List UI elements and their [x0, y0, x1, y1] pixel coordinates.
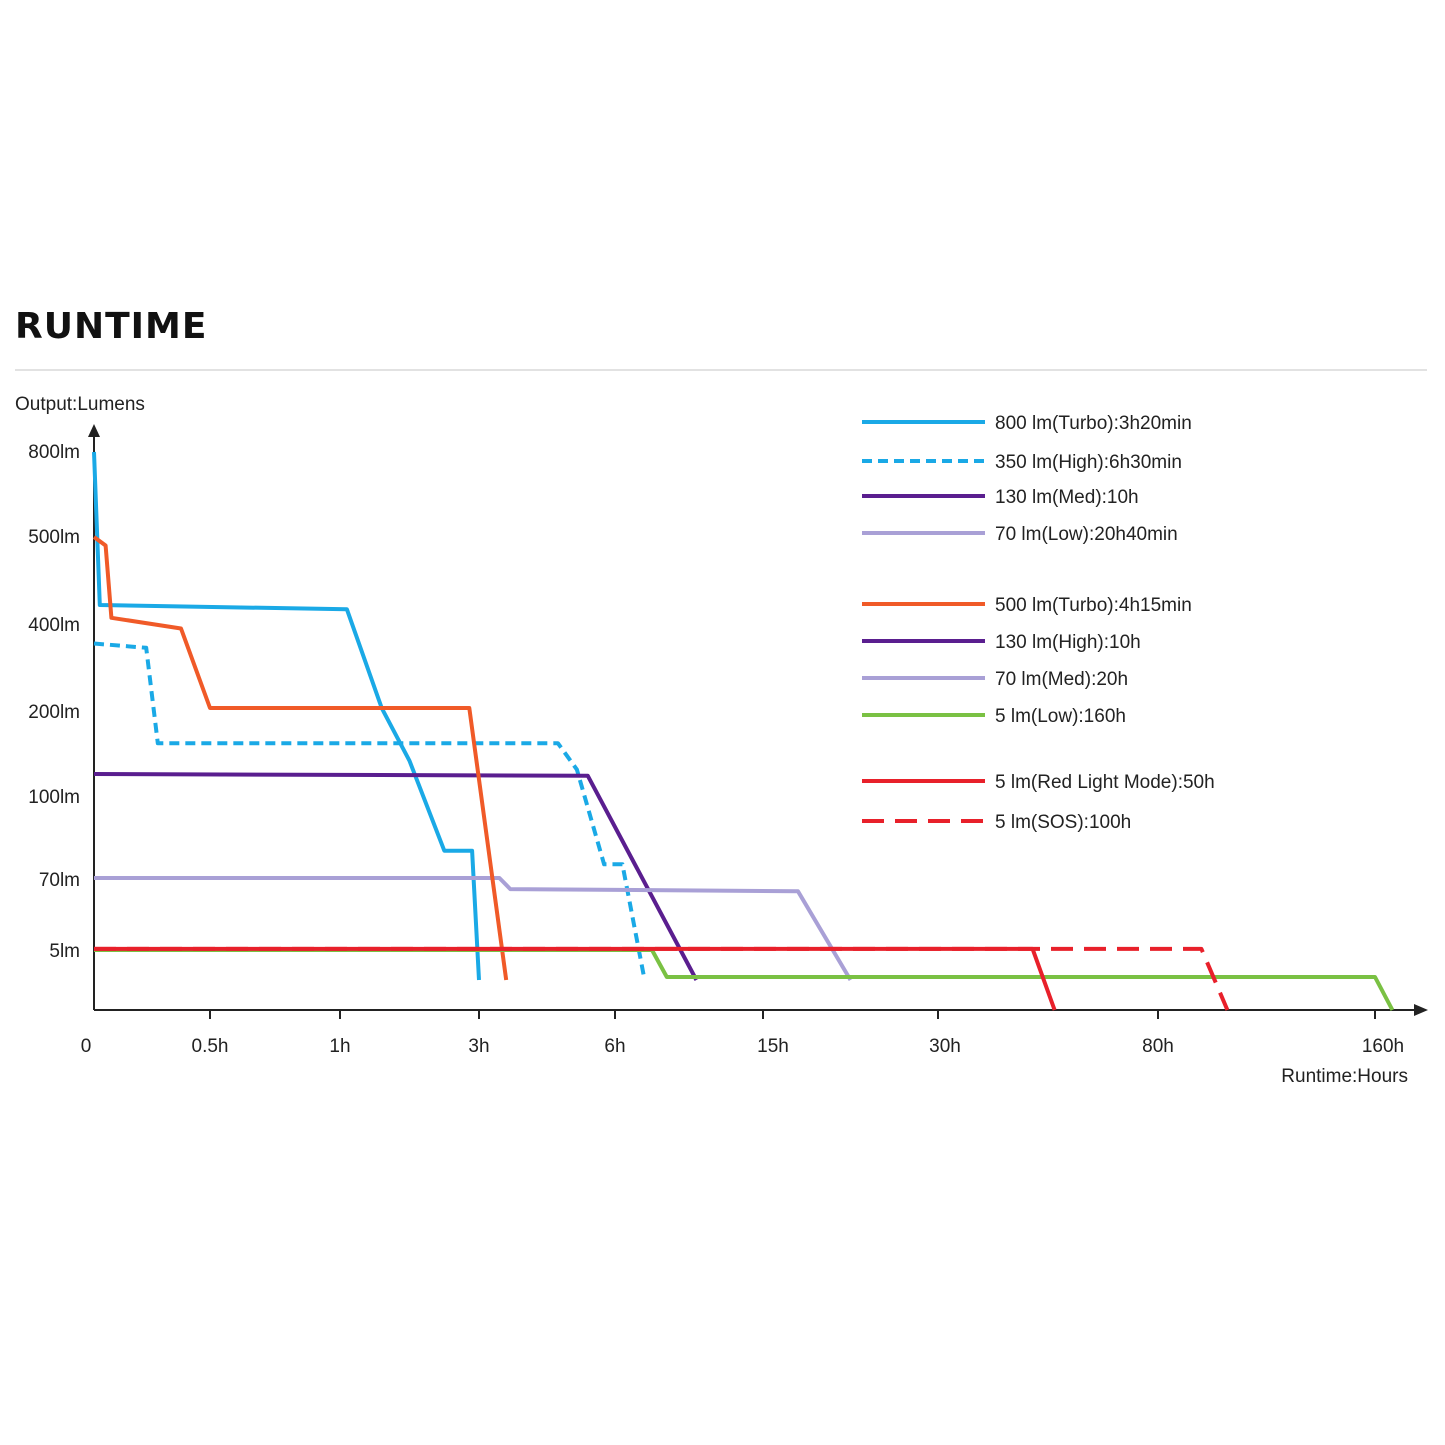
series-line-5	[92, 535, 509, 981]
chart-axes	[88, 424, 1428, 1016]
y-axis-arrow	[88, 424, 100, 437]
legend-label: 5 lm(Red Light Mode):50h	[995, 772, 1215, 793]
x-tick-label: 0	[81, 1036, 92, 1057]
y-tick-label: 5lm	[49, 941, 80, 962]
legend-label: 5 lm(SOS):100h	[995, 812, 1131, 833]
y-tick-label: 800lm	[28, 442, 80, 463]
legend-label: 500 lm(Turbo):4h15min	[995, 595, 1192, 616]
series-line-7	[94, 946, 1057, 1011]
y-tick-label: 200lm	[28, 702, 80, 723]
x-tick-group: 0 0.5h 1h 3h 6h 15h 30h 80h 160h	[81, 1010, 1404, 1057]
y-tick-group: 800lm 500lm 400lm 200lm 100lm 70lm 5lm	[28, 442, 80, 962]
legend-label: 130 lm(Med):10h	[995, 487, 1139, 508]
x-tick-label: 30h	[929, 1036, 961, 1057]
series-layer	[92, 451, 1395, 1011]
y-tick-label: 500lm	[28, 527, 80, 548]
legend-label: 70 lm(Med):20h	[995, 669, 1128, 690]
legend-label: 350 lm(High):6h30min	[995, 452, 1182, 473]
x-tick-label: 0.5h	[192, 1036, 229, 1057]
x-axis-label: Runtime:Hours	[1281, 1066, 1408, 1087]
x-tick-label: 80h	[1142, 1036, 1174, 1057]
y-tick-label: 400lm	[28, 615, 80, 636]
title-divider	[15, 369, 1427, 371]
x-tick-label: 3h	[468, 1036, 489, 1057]
legend-label: 70 lm(Low):20h40min	[995, 524, 1178, 545]
legend-label: 5 lm(Low):160h	[995, 706, 1126, 727]
series-line-2	[93, 641, 647, 981]
series-line-4	[94, 876, 853, 982]
y-tick-label: 70lm	[39, 870, 80, 891]
y-tick-label: 100lm	[28, 787, 80, 808]
x-tick-label: 160h	[1362, 1036, 1404, 1057]
legend-label: 130 lm(High):10h	[995, 632, 1141, 653]
series-line-3	[93, 772, 699, 981]
legend: 800 lm(Turbo):3h20min 350 lm(High):6h30mi…	[862, 413, 1215, 833]
series-line-8	[94, 946, 1230, 1011]
page-title: RUNTIME	[15, 306, 208, 347]
x-axis-arrow	[1414, 1004, 1428, 1016]
legend-label: 800 lm(Turbo):3h20min	[995, 413, 1192, 434]
y-axis-label: Output:Lumens	[15, 394, 145, 415]
series-line-6	[94, 948, 1395, 1011]
x-tick-label: 15h	[757, 1036, 789, 1057]
series-line-1	[92, 451, 481, 981]
x-tick-label: 6h	[604, 1036, 625, 1057]
x-tick-label: 1h	[329, 1036, 350, 1057]
